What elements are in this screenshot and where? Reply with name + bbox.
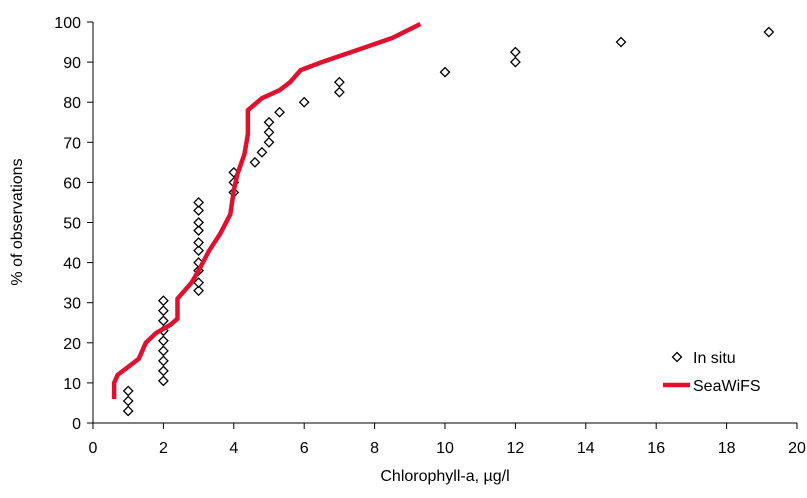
x-tick-label: 6 — [300, 440, 309, 457]
x-tick-label: 12 — [507, 440, 525, 457]
x-tick-label: 10 — [436, 440, 454, 457]
scatter-point — [193, 245, 205, 256]
line — [111, 21, 422, 399]
y-tick-label: 20 — [63, 336, 81, 353]
y-tick-label: 60 — [63, 175, 81, 192]
scatter-point — [333, 76, 345, 88]
scatter-point — [122, 405, 134, 417]
x-tick-label: 8 — [370, 440, 379, 457]
scatter-point — [193, 205, 205, 216]
y-axis-label: % of observations — [9, 158, 26, 285]
scatter-point — [263, 116, 275, 128]
scatter-point — [274, 106, 285, 118]
x-axis-label: Chlorophyll-a, µg/l — [380, 468, 509, 485]
scatter-point — [249, 156, 261, 168]
scatter-point — [193, 197, 205, 208]
y-tick-label: 0 — [72, 416, 81, 433]
scatter-point — [157, 365, 169, 377]
scatter-point — [615, 36, 627, 48]
x-tick-label: 18 — [718, 440, 736, 457]
scatter-point — [157, 375, 169, 387]
x-tick-label: 4 — [229, 440, 238, 457]
scatter-point — [157, 355, 169, 367]
y-tick-label: 70 — [63, 135, 81, 152]
y-tick-label: 50 — [63, 216, 81, 233]
scatter-point — [509, 46, 521, 58]
scatter-point — [157, 305, 169, 317]
x-tick-label: 16 — [647, 440, 665, 457]
legend-label: SeaWiFS — [693, 378, 761, 395]
scatter-point — [157, 345, 169, 357]
scatter-point — [298, 96, 310, 108]
legend-swatch — [671, 351, 683, 363]
y-tick-label: 10 — [63, 376, 81, 393]
scatter-point — [193, 225, 205, 236]
scatter-point — [263, 126, 275, 138]
scatter-point — [157, 315, 169, 327]
x-tick-label: 2 — [159, 440, 168, 457]
y-tick-label: 80 — [63, 95, 81, 112]
scatter-point — [157, 335, 169, 347]
scatter-point — [763, 26, 775, 38]
y-tick-label: 90 — [63, 55, 81, 72]
scatter-point — [193, 285, 205, 297]
scatter-point — [193, 217, 205, 228]
scatter-point — [509, 56, 521, 68]
y-tick-label: 100 — [54, 15, 81, 32]
legend-label: In situ — [693, 350, 736, 367]
scatter-point — [256, 146, 268, 158]
y-tick-label: 40 — [63, 256, 81, 273]
x-tick-label: 20 — [788, 440, 806, 457]
scatter-point — [122, 395, 134, 407]
scatter-point — [333, 86, 345, 98]
scatter-point — [193, 277, 205, 289]
x-tick-label: 14 — [577, 440, 595, 457]
x-tick-label: 0 — [89, 440, 98, 457]
y-tick-label: 30 — [63, 296, 81, 313]
scatter-point — [157, 295, 169, 307]
scatter-point — [263, 136, 275, 148]
scatter-point — [439, 66, 451, 78]
scatter-point — [122, 385, 134, 397]
scatter-point — [193, 237, 205, 248]
